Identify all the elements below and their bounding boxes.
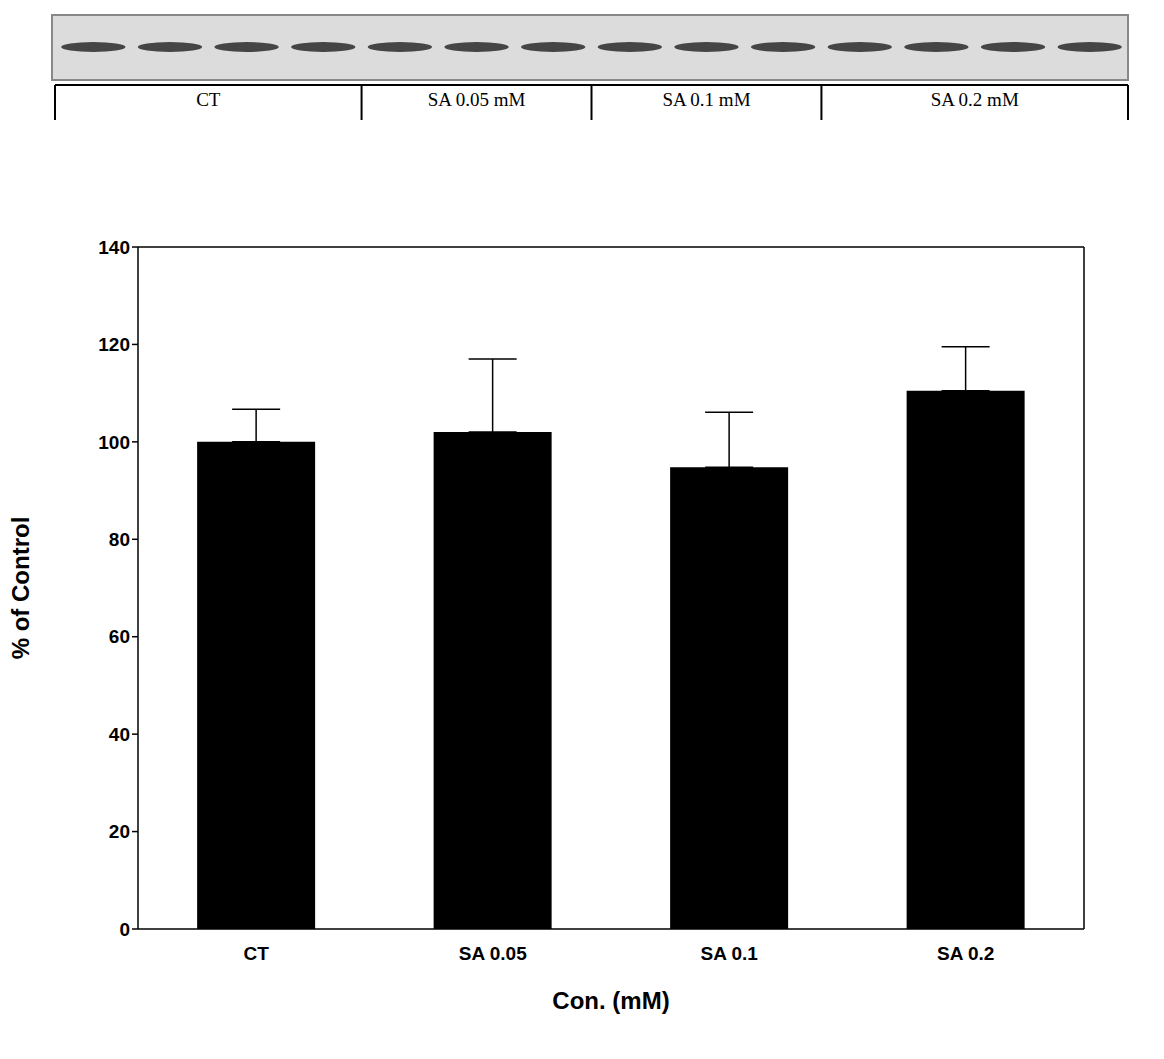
svg-text:20: 20 (109, 821, 130, 842)
svg-text:140: 140 (98, 237, 130, 258)
svg-text:60: 60 (109, 626, 130, 647)
svg-text:100: 100 (98, 432, 130, 453)
svg-text:SA 0.2: SA 0.2 (937, 943, 994, 964)
svg-text:SA 0.1: SA 0.1 (701, 943, 759, 964)
svg-text:CT: CT (196, 89, 221, 110)
svg-text:SA 0.2 mM: SA 0.2 mM (931, 89, 1019, 110)
svg-text:120: 120 (98, 334, 130, 355)
svg-text:CT: CT (244, 943, 270, 964)
svg-text:SA 0.1 mM: SA 0.1 mM (662, 89, 750, 110)
svg-text:80: 80 (109, 529, 130, 550)
svg-text:SA 0.05: SA 0.05 (459, 943, 527, 964)
svg-text:0: 0 (119, 919, 130, 940)
svg-text:SA 0.05 mM: SA 0.05 mM (428, 89, 526, 110)
svg-text:Con. (mM): Con. (mM) (552, 987, 669, 1014)
svg-text:40: 40 (109, 724, 130, 745)
svg-text:% of Control: % of Control (8, 517, 34, 660)
